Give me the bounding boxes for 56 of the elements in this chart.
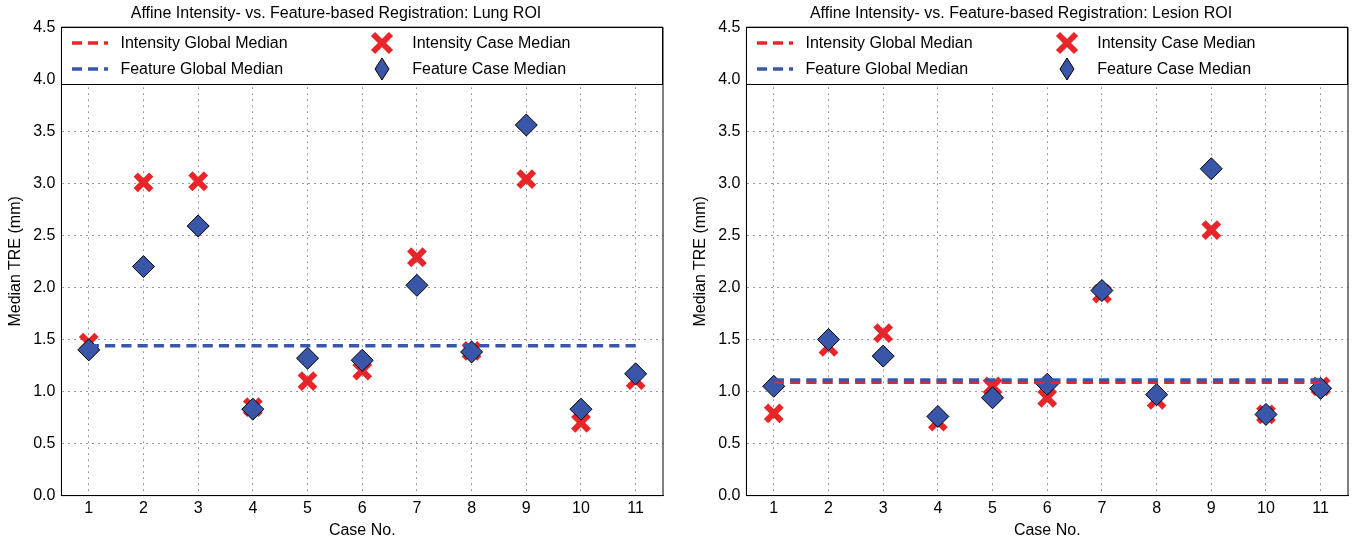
x-axis-title: Case No. bbox=[328, 520, 396, 538]
x-tick-label: 9 bbox=[1206, 498, 1216, 516]
x-tick-label: 5 bbox=[988, 498, 998, 516]
y-tick-label: 1.5 bbox=[33, 329, 56, 347]
y-tick-label: 4.0 bbox=[718, 69, 741, 87]
x-tick-label: 9 bbox=[521, 498, 531, 516]
x-axis-title: Case No. bbox=[1013, 520, 1081, 538]
chart-title: Affine Intensity- vs. Feature-based Registration: Lesion ROI bbox=[809, 4, 1233, 22]
legend-label: Intensity Global Median bbox=[805, 34, 973, 53]
y-tick-label: 0.0 bbox=[718, 486, 741, 504]
legend-label: Intensity Global Median bbox=[120, 34, 288, 53]
y-tick-label: 1.5 bbox=[718, 329, 741, 347]
x-tick-label: 10 bbox=[572, 498, 590, 516]
legend-label: Feature Global Median bbox=[805, 60, 969, 79]
y-tick-label: 3.5 bbox=[33, 121, 56, 139]
x-tick-label: 10 bbox=[1257, 498, 1275, 516]
y-tick-label: 2.5 bbox=[33, 225, 56, 243]
y-tick-label: 4.5 bbox=[718, 17, 741, 35]
legend-label: Intensity Case Median bbox=[1097, 34, 1256, 53]
x-tick-label: 1 bbox=[84, 498, 94, 516]
y-axis-title: Median TRE (mm) bbox=[691, 196, 709, 327]
x-tick-label: 8 bbox=[467, 498, 477, 516]
x-tick-label: 11 bbox=[1312, 498, 1330, 516]
y-tick-label: 1.0 bbox=[718, 381, 741, 399]
x-tick-label: 1 bbox=[769, 498, 779, 516]
y-tick-label: 1.0 bbox=[33, 381, 56, 399]
y-tick-label: 4.5 bbox=[33, 17, 56, 35]
x-tick-label: 2 bbox=[139, 498, 149, 516]
y-tick-label: 2.0 bbox=[718, 277, 741, 295]
x-tick-label: 6 bbox=[357, 498, 367, 516]
x-tick-label: 6 bbox=[1042, 498, 1052, 516]
chart-title: Affine Intensity- vs. Feature-based Registration: Lung ROI bbox=[130, 4, 542, 22]
x-tick-label: 8 bbox=[1152, 498, 1162, 516]
legend-label: Intensity Case Median bbox=[412, 34, 571, 53]
y-tick-label: 3.0 bbox=[33, 173, 56, 191]
y-tick-label: 3.0 bbox=[718, 173, 741, 191]
x-tick-label: 7 bbox=[1097, 498, 1107, 516]
x-tick-label: 7 bbox=[412, 498, 422, 516]
y-tick-label: 0.0 bbox=[33, 486, 56, 504]
y-axis-title: Median TRE (mm) bbox=[6, 196, 24, 327]
x-tick-label: 5 bbox=[303, 498, 313, 516]
x-tick-label: 3 bbox=[878, 498, 888, 516]
x-tick-label: 3 bbox=[193, 498, 203, 516]
y-tick-label: 4.0 bbox=[33, 69, 56, 87]
legend-label: Feature Case Median bbox=[412, 60, 567, 79]
x-tick-label: 4 bbox=[933, 498, 943, 516]
y-tick-label: 2.0 bbox=[33, 277, 56, 295]
y-tick-label: 3.5 bbox=[718, 121, 741, 139]
legend-label: Feature Case Median bbox=[1097, 60, 1252, 79]
x-tick-label: 4 bbox=[248, 498, 258, 516]
y-tick-label: 2.5 bbox=[718, 225, 741, 243]
y-tick-label: 0.5 bbox=[718, 433, 741, 451]
x-tick-label: 2 bbox=[824, 498, 834, 516]
x-tick-label: 11 bbox=[627, 498, 645, 516]
y-tick-label: 0.5 bbox=[33, 433, 56, 451]
legend-label: Feature Global Median bbox=[120, 60, 284, 79]
